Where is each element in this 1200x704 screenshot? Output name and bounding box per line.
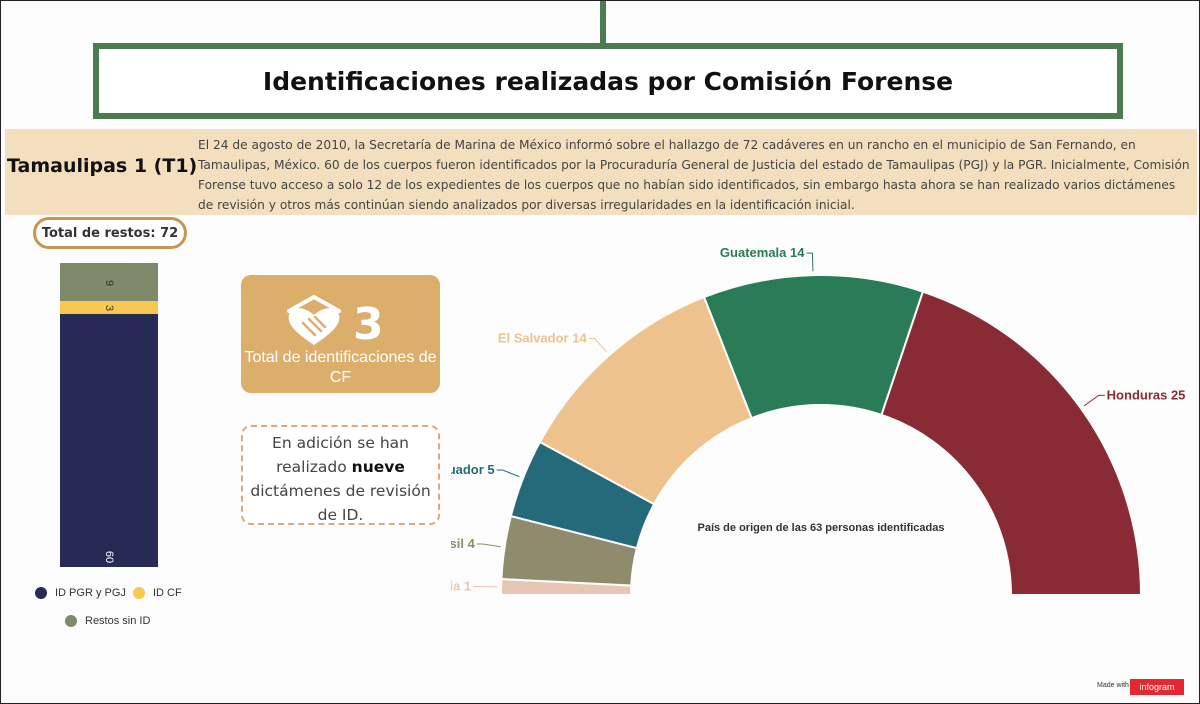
bar-value-text: 60 [103,550,115,564]
slice-label: Honduras 25 [1107,387,1186,402]
bar-value-label-0: 60 [60,551,158,563]
slice-label: Brasil 4 [451,536,476,551]
title-box: Identificaciones realizadas por Comisión… [93,43,1123,119]
donut-slice-honduras [880,290,1143,596]
made-with-label: Made with [1097,682,1129,689]
donut-chart-title: País de origen de las 63 personas identi… [698,522,945,534]
slice-leader-line [588,338,607,353]
legend-item-1: ID CF [133,587,182,599]
title-connector [600,1,606,43]
bar-segment-2 [60,263,158,301]
legend-swatch [65,615,77,627]
stacked-bar-chart: 60 3 9 [60,263,158,567]
extra-note: En adición se han realizado nueve dictám… [241,431,440,527]
cf-card [241,275,440,393]
extra-note-box [241,425,440,525]
legend-label: Restos sin ID [85,615,151,627]
page-title: Identificaciones realizadas por Comisión… [262,66,954,96]
slice-label: Ecuador 5 [451,462,495,477]
extra-note-bold: nueve [351,458,405,476]
bar-value-text: 9 [103,279,115,287]
legend-swatch [133,587,145,599]
extra-note-before: En adición se han realizado [272,434,409,476]
intro-band [5,129,1197,215]
bar-segment-1 [60,301,158,314]
infogram-logo: infogram [1130,679,1184,695]
legend-item-0: ID PGR y PGJ [35,587,126,599]
slice-leader-line [496,469,520,478]
slice-leader-line [476,543,501,548]
slice-leader-line [806,252,814,272]
extra-note-after: dictámenes de revisión de ID. [250,482,431,524]
bar-value-label-1: 3 [60,302,158,314]
slice-leader-line [1083,394,1105,407]
bar-segment-0 [60,313,158,567]
intro-text: El 24 de agosto de 2010, la Secretaría d… [198,138,1190,212]
half-donut-chart: India 1 Brasil 4 Ecuador 5 El Salvador 14 Gu… [451,245,1186,596]
legend-item-2: Restos sin ID [65,615,150,627]
slice-label: Guatemala 14 [720,245,805,260]
slice-label: India 1 [451,578,471,593]
legend-swatch [35,587,47,599]
cf-number: 3 [353,299,384,350]
legend-label: ID PGR y PGJ [55,587,126,599]
bar-value-text: 3 [103,305,115,312]
slice-label: El Salvador 14 [498,331,588,346]
cf-label: Total de identificaciones de CF [244,349,437,386]
total-restos-badge: Total de restos: 72 [33,217,187,249]
bar-value-label-2: 9 [60,277,158,289]
state-label: Tamaulipas 1 (T1) [7,155,198,177]
legend-label: ID CF [153,587,182,599]
hands-heart-icon [287,295,341,345]
